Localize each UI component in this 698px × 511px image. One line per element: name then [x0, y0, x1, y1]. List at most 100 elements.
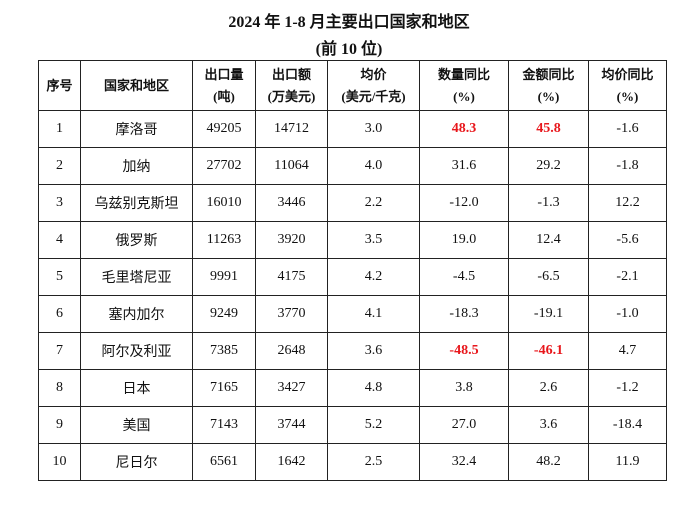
table-cell: 美国 — [80, 406, 193, 444]
table-cell: 4.1 — [327, 295, 420, 333]
table-cell: 4175 — [255, 258, 328, 296]
table-cell: 7 — [38, 332, 81, 370]
table-cell: 12.2 — [588, 184, 667, 222]
subtitle: (前 10 位) — [315, 41, 383, 58]
header-text: 出口量 — [204, 66, 244, 82]
table-row: 5 毛里塔尼亚 9991 4175 4.2 -4.5 -6.5 -2.1 — [38, 258, 667, 296]
table-cell: 3427 — [255, 369, 328, 407]
table-cell: 12.4 — [508, 221, 589, 259]
table-cell: 29.2 — [508, 147, 589, 185]
column-header: 金额同比 (%) — [508, 60, 589, 111]
table-cell: 2.2 — [327, 184, 420, 222]
header-text: (%) — [453, 88, 475, 104]
table-cell: 3.6 — [508, 406, 589, 444]
header-text: 出口额 — [271, 66, 311, 82]
column-header: 出口额 (万美元) — [255, 60, 328, 111]
table-cell: 9991 — [192, 258, 256, 296]
table-cell: 3.6 — [327, 332, 420, 370]
table-cell: -1.3 — [508, 184, 589, 222]
column-header: 国家和地区 — [80, 60, 193, 111]
table-cell: 3.8 — [419, 369, 509, 407]
table-cell: 32.4 — [419, 443, 509, 481]
header-text: 国家和地区 — [103, 77, 169, 93]
header-text: (%) — [537, 88, 560, 104]
header-text: 金额同比 — [522, 66, 575, 82]
table-cell: -6.5 — [508, 258, 589, 296]
table-cell: 3770 — [255, 295, 328, 333]
header-text: (%) — [616, 88, 639, 104]
header-text: 序号 — [46, 77, 73, 93]
column-header: 均价 (美元/千克) — [327, 60, 420, 111]
column-header: 均价同比 (%) — [588, 60, 667, 111]
table-cell: 3 — [38, 184, 81, 222]
table-cell: -2.1 — [588, 258, 667, 296]
table-cell: 加纳 — [80, 147, 193, 185]
table-cell: 31.6 — [419, 147, 509, 185]
table-cell: 2.5 — [327, 443, 420, 481]
table-cell: 3744 — [255, 406, 328, 444]
table-cell: 2 — [38, 147, 81, 185]
table-cell: 16010 — [192, 184, 256, 222]
table-cell: 6561 — [192, 443, 256, 481]
table-cell: 7385 — [192, 332, 256, 370]
table-cell: 塞内加尔 — [80, 295, 193, 333]
table-cell: -18.3 — [419, 295, 509, 333]
table-cell: 1642 — [255, 443, 328, 481]
table-cell: 11064 — [255, 147, 328, 185]
table-cell: 日本 — [80, 369, 193, 407]
table-cell: 2.6 — [508, 369, 589, 407]
table-cell: 4 — [38, 221, 81, 259]
table-cell: 4.2 — [327, 258, 420, 296]
table-cell: -18.4 — [588, 406, 667, 444]
table-cell: -4.5 — [419, 258, 509, 296]
header-text: 数量同比 — [437, 66, 490, 82]
table-cell: 7165 — [192, 369, 256, 407]
table-cell: 1 — [38, 110, 81, 148]
table-cell: 45.8 — [508, 110, 589, 148]
table-cell: 10 — [38, 443, 81, 481]
table-row: 6 塞内加尔 9249 3770 4.1 -18.3 -19.1 -1.0 — [38, 295, 667, 333]
header-text: 均价同比 — [601, 66, 654, 82]
header-row: 序号 国家和地区 出口量 (吨) 出口额 (万美元) 均价 (美元/千克) 数量同比 (%) 金额同… — [38, 60, 667, 111]
table-row: 8 日本 7165 3427 4.8 3.8 2.6 -1.2 — [38, 369, 667, 407]
table-cell: 48.2 — [508, 443, 589, 481]
table-cell: -1.8 — [588, 147, 667, 185]
table-body: 1 摩洛哥 49205 14712 3.0 48.3 45.8 -1.6 2 加纳 27702 110… — [38, 110, 667, 481]
table-cell: 3.5 — [327, 221, 420, 259]
table-cell: 2648 — [255, 332, 328, 370]
table-cell: -12.0 — [419, 184, 509, 222]
table-cell: 5.2 — [327, 406, 420, 444]
table-row: 10 尼日尔 6561 1642 2.5 32.4 48.2 11.9 — [38, 443, 667, 481]
table-cell: 乌兹别克斯坦 — [80, 184, 193, 222]
table-cell: 48.3 — [419, 110, 509, 148]
table-cell: 11.9 — [588, 443, 667, 481]
column-header: 数量同比 (%) — [419, 60, 509, 111]
table-cell: 11263 — [192, 221, 256, 259]
table-cell: 6 — [38, 295, 81, 333]
table-cell: 摩洛哥 — [80, 110, 193, 148]
table-cell: 尼日尔 — [80, 443, 193, 481]
table-cell: 27.0 — [419, 406, 509, 444]
table-cell: 27702 — [192, 147, 256, 185]
table-cell: 俄罗斯 — [80, 221, 193, 259]
header-text: (万美元) — [267, 88, 316, 104]
table-cell: 4.0 — [327, 147, 420, 185]
header-text: (美元/千克) — [341, 88, 406, 104]
table-cell: 9249 — [192, 295, 256, 333]
table-cell: 3446 — [255, 184, 328, 222]
table-cell: 7143 — [192, 406, 256, 444]
table-cell: -1.0 — [588, 295, 667, 333]
table-cell: -1.6 — [588, 110, 667, 148]
table-row: 9 美国 7143 3744 5.2 27.0 3.6 -18.4 — [38, 406, 667, 444]
table-cell: -48.5 — [419, 332, 509, 370]
column-header: 序号 — [38, 60, 81, 111]
table-cell: 19.0 — [419, 221, 509, 259]
table-cell: 9 — [38, 406, 81, 444]
table-cell: 毛里塔尼亚 — [80, 258, 193, 296]
table-cell: -1.2 — [588, 369, 667, 407]
table-row: 7 阿尔及利亚 7385 2648 3.6 -48.5 -46.1 4.7 — [38, 332, 667, 370]
table-cell: 14712 — [255, 110, 328, 148]
header-text: 均价 — [360, 66, 387, 82]
export-table: 序号 国家和地区 出口量 (吨) 出口额 (万美元) 均价 (美元/千克) 数量同比 (%) 金额同… — [38, 60, 667, 481]
